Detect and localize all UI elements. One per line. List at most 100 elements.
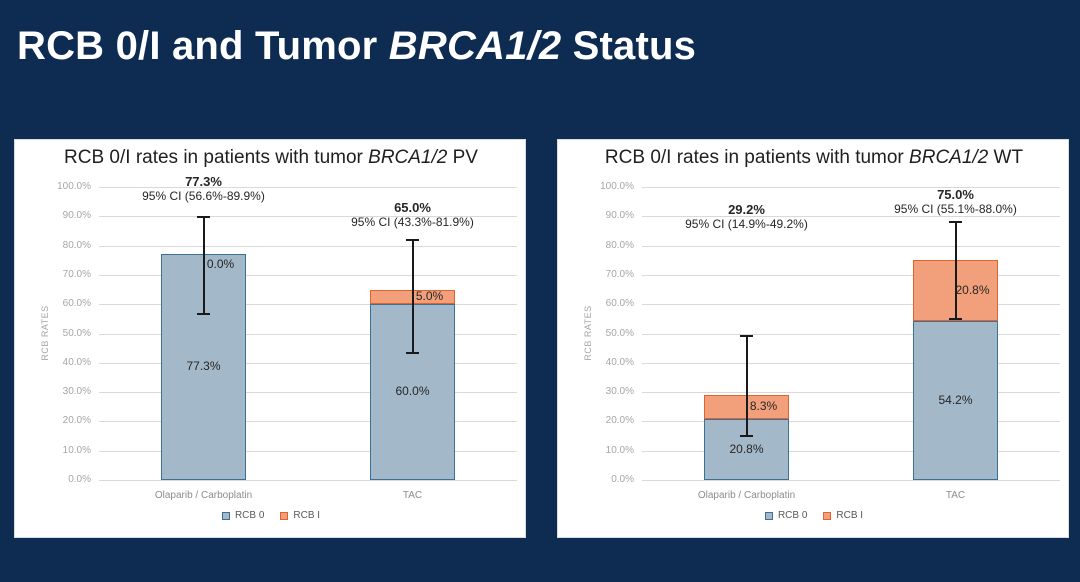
error-bar-cap-bottom	[197, 313, 210, 316]
gridline	[642, 392, 1060, 394]
error-bar-cap-bottom	[949, 317, 962, 320]
y-tick-label: 90.0%	[605, 210, 634, 222]
gridline	[99, 362, 517, 364]
gridline	[642, 216, 1060, 218]
error-bar-line	[745, 335, 748, 437]
gridline	[99, 274, 517, 276]
annotation-ci: 95% CI (56.6%-89.9%)	[142, 189, 265, 203]
gridline	[99, 216, 517, 218]
chart-title-prefix: RCB 0/I rates in patients with tumor	[64, 147, 369, 168]
gridline	[99, 450, 517, 452]
chart-title-suffix: PV	[447, 147, 478, 168]
y-tick-label: 60.0%	[605, 298, 634, 310]
chart-card-brca-pv: RCB 0/I rates in patients with tumor BRC…	[14, 139, 526, 538]
bar-label-rcb1: 20.8%	[955, 282, 990, 297]
bar-label-rcb0: 20.8%	[729, 441, 764, 456]
legend-label: RCB 0	[777, 510, 808, 521]
legend-item: RCB I	[823, 510, 863, 521]
legend-item: RCB I	[280, 510, 320, 521]
legend-label: RCB I	[293, 510, 321, 521]
error-bar-line	[411, 240, 414, 354]
gridline	[99, 333, 517, 335]
bar-annotation: 77.3% 95% CI (56.6%-89.9%)	[94, 174, 314, 204]
error-bar-line	[954, 222, 957, 319]
y-tick-label: 20.0%	[62, 415, 91, 427]
annotation-total: 77.3%	[185, 174, 222, 189]
x-axis-label: TAC	[402, 490, 423, 501]
y-tick-label: 100.0%	[57, 181, 91, 192]
y-tick-label: 10.0%	[605, 444, 634, 456]
gridline	[99, 480, 517, 481]
y-tick-label: 40.0%	[605, 356, 634, 368]
slide-title-prefix: RCB 0/I and Tumor	[17, 24, 389, 68]
legend: RCB 0 RCB I	[558, 510, 1070, 521]
gridline	[642, 274, 1060, 276]
y-tick-label: 10.0%	[62, 444, 91, 456]
y-tick-label: 100.0%	[600, 181, 634, 192]
gridline	[99, 245, 517, 247]
y-tick-label: 30.0%	[62, 386, 91, 398]
bar-annotation: 29.2% 95% CI (14.9%-49.2%)	[637, 202, 857, 232]
y-tick-label: 0.0%	[611, 474, 634, 485]
chart-title-italic: BRCA1/2	[368, 147, 448, 168]
legend-item: RCB 0	[221, 510, 265, 521]
annotation-total: 29.2%	[728, 202, 765, 217]
gridline	[642, 421, 1060, 423]
bar-label-rcb1: 8.3%	[749, 398, 778, 413]
gridline	[99, 187, 517, 188]
error-bar-cap-top	[949, 221, 962, 224]
legend-label: RCB I	[836, 510, 864, 521]
x-axis-label: TAC	[945, 490, 966, 501]
gridline	[642, 333, 1060, 335]
bar-label-rcb0: 60.0%	[395, 384, 430, 399]
gridline	[642, 304, 1060, 306]
legend-swatch-rcb1	[823, 511, 832, 520]
error-bar-line	[202, 216, 205, 315]
slide-title-suffix: Status	[561, 24, 697, 68]
legend: RCB 0 RCB I	[15, 510, 527, 521]
legend-label: RCB 0	[234, 510, 265, 521]
bar-annotation: 75.0% 95% CI (55.1%-88.0%)	[846, 187, 1066, 217]
gridline	[99, 421, 517, 423]
chart-title: RCB 0/I rates in patients with tumor BRC…	[15, 147, 527, 169]
y-tick-label: 20.0%	[605, 415, 634, 427]
y-tick-label: 0.0%	[68, 474, 91, 485]
annotation-ci: 95% CI (43.3%-81.9%)	[351, 215, 474, 229]
y-tick-label: 80.0%	[605, 239, 634, 251]
bar-annotation: 65.0% 95% CI (43.3%-81.9%)	[303, 200, 523, 230]
gridline	[99, 304, 517, 306]
y-tick-label: 70.0%	[605, 268, 634, 280]
y-tick-label: 90.0%	[62, 210, 91, 222]
gridline	[642, 450, 1060, 452]
legend-swatch-rcb0	[221, 511, 230, 520]
gridline	[642, 480, 1060, 481]
legend-swatch-rcb0	[764, 511, 773, 520]
gridline	[642, 187, 1060, 188]
gridline	[642, 362, 1060, 364]
error-bar-cap-top	[740, 334, 753, 337]
gridline	[642, 245, 1060, 247]
bar-label-rcb0: 77.3%	[186, 358, 221, 373]
chart-title-italic: BRCA1/2	[909, 147, 989, 168]
annotation-ci: 95% CI (14.9%-49.2%)	[685, 217, 808, 231]
y-tick-label: 60.0%	[62, 298, 91, 310]
annotation-total: 75.0%	[937, 187, 974, 202]
legend-swatch-rcb1	[280, 511, 289, 520]
legend-item: RCB 0	[764, 510, 808, 521]
chart-card-brca-wt: RCB 0/I rates in patients with tumor BRC…	[557, 139, 1069, 538]
bar-label-rcb0: 54.2%	[938, 392, 973, 407]
chart-title: RCB 0/I rates in patients with tumor BRC…	[558, 147, 1070, 169]
slide-title: RCB 0/I and Tumor BRCA1/2 Status	[17, 24, 696, 69]
chart-title-suffix: WT	[988, 147, 1024, 168]
y-tick-label: 50.0%	[605, 327, 634, 339]
bar-label-rcb1: 5.0%	[415, 288, 444, 303]
bar-segment-rcb0	[913, 321, 998, 480]
error-bar-cap-top	[197, 215, 210, 218]
y-tick-label: 40.0%	[62, 356, 91, 368]
slide-title-italic: BRCA1/2	[388, 24, 562, 68]
chart-title-prefix: RCB 0/I rates in patients with tumor	[604, 147, 910, 168]
annotation-total: 65.0%	[394, 200, 431, 215]
gridline	[99, 392, 517, 394]
error-bar-cap-bottom	[740, 435, 753, 438]
